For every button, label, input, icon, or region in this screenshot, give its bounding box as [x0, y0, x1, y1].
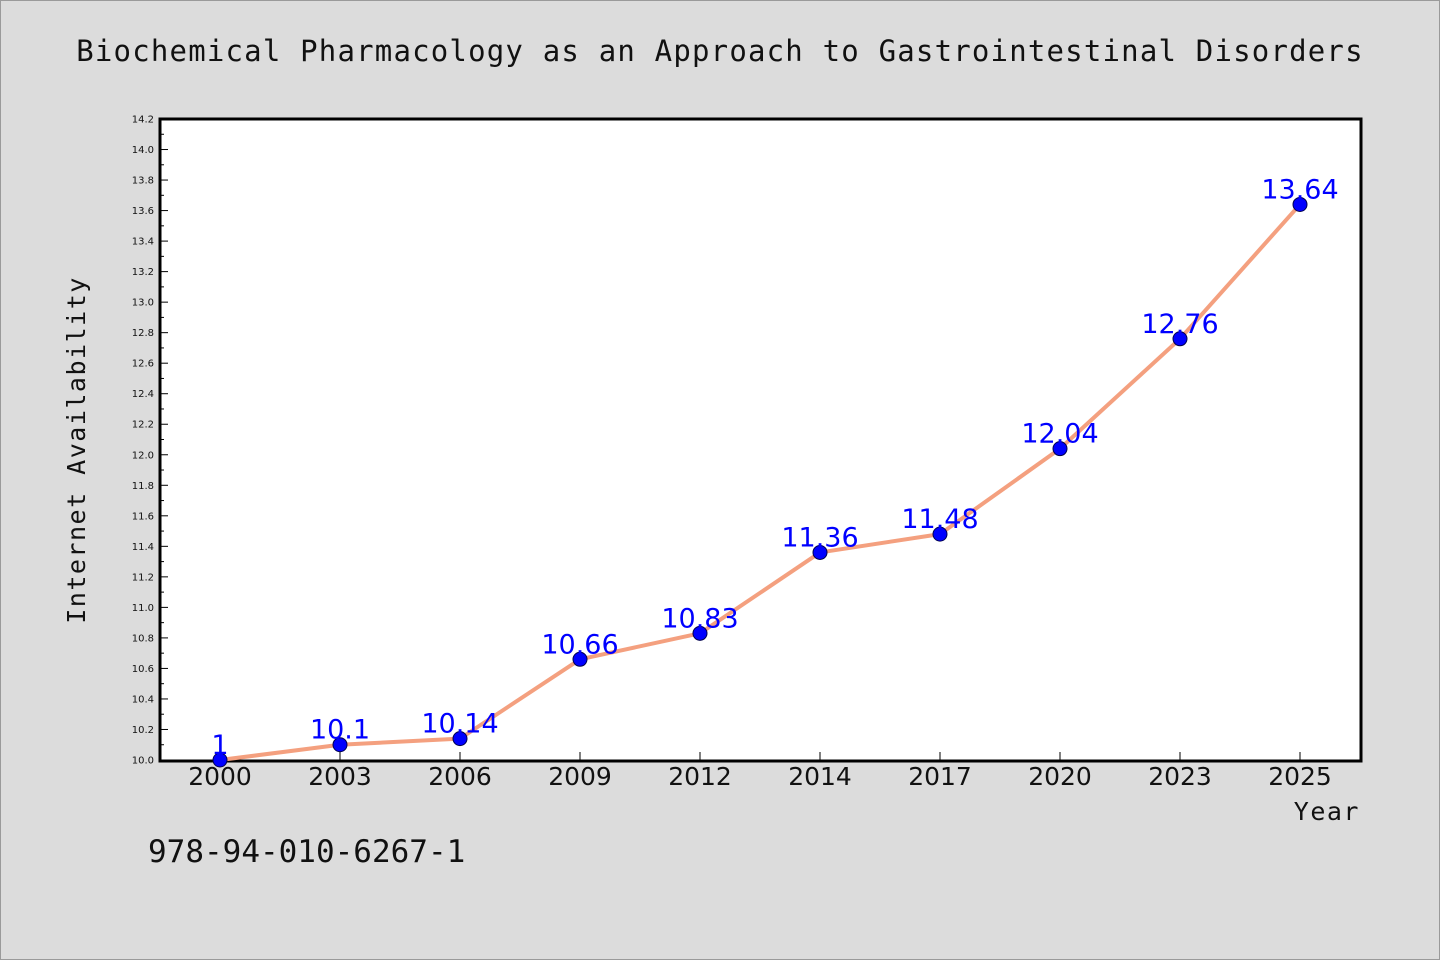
x-tick-label: 2003 [308, 762, 372, 791]
x-tick-label: 2014 [788, 762, 852, 791]
data-label: 10.1 [310, 715, 370, 746]
y-axis-title: Internet Availability [62, 276, 91, 624]
data-point [1052, 441, 1068, 457]
data-point [692, 625, 708, 641]
y-tick-label: 11.0 [132, 603, 154, 614]
x-axis-title: Year [1294, 797, 1360, 826]
y-tick-label: 10.4 [132, 694, 154, 705]
y-tick-label: 14.0 [132, 145, 154, 156]
y-tick-label: 10.8 [132, 633, 154, 644]
x-axis: 2000 2003 2006 2009 2012 2014 2017 2020 2023 2025 [188, 752, 1332, 791]
y-tick-label: 11.6 [132, 511, 154, 522]
x-tick-label: 2009 [548, 762, 612, 791]
data-point [332, 737, 348, 753]
x-tick-label: 2012 [668, 762, 732, 791]
y-tick-label: 13.6 [132, 206, 154, 217]
data-point [1172, 331, 1188, 347]
data-label: 12.04 [1021, 419, 1098, 450]
series-markers [212, 196, 1308, 768]
data-label: 12.76 [1141, 309, 1218, 340]
y-tick-label: 10.6 [132, 664, 154, 675]
chart-title: Biochemical Pharmacology as an Approach … [76, 34, 1364, 68]
y-tick-label: 12.2 [132, 420, 154, 431]
y-tick-label: 11.2 [132, 572, 154, 583]
y-axis: 10.0 10.2 10.4 10.6 10.8 11.0 11.2 11.4 11.6 11.8… [132, 115, 168, 767]
data-point [452, 731, 468, 747]
y-tick-label: 13.2 [132, 267, 154, 278]
data-point [1292, 196, 1308, 212]
data-labels: 1 10.1 10.14 10.66 10.83 11.36 11.48 12.04 12.76… [211, 174, 1338, 761]
data-label: 1 [211, 730, 228, 761]
data-label: 10.66 [541, 629, 618, 660]
data-point [932, 526, 948, 542]
data-label: 11.36 [781, 522, 858, 553]
y-tick-label: 10.2 [132, 725, 154, 736]
data-point [572, 651, 588, 667]
y-tick-label: 11.4 [132, 542, 154, 553]
isbn-text: 978-94-010-6267-1 [148, 834, 466, 870]
x-tick-label: 2006 [428, 762, 492, 791]
data-label: 13.64 [1261, 174, 1338, 205]
x-tick-label: 2017 [908, 762, 972, 791]
x-tick-label: 2023 [1148, 762, 1212, 791]
y-tick-label: 11.8 [132, 481, 154, 492]
y-tick-label: 10.0 [132, 756, 154, 767]
y-tick-label: 13.4 [132, 237, 154, 248]
y-tick-label: 13.0 [132, 298, 154, 309]
x-tick-label: 2025 [1268, 762, 1332, 791]
data-point [212, 752, 228, 768]
y-tick-label: 13.8 [132, 176, 154, 187]
y-tick-label: 12.0 [132, 450, 154, 461]
y-tick-label: 12.4 [132, 389, 154, 400]
data-label: 10.14 [421, 709, 498, 740]
data-label: 10.83 [661, 603, 738, 634]
data-point [812, 544, 828, 560]
data-label: 11.48 [901, 504, 978, 535]
y-tick-label: 14.2 [132, 115, 154, 126]
series-line [219, 203, 1302, 762]
y-tick-label: 12.8 [132, 328, 154, 339]
plot-area [158, 117, 1363, 763]
x-tick-label: 2020 [1028, 762, 1092, 791]
y-tick-label: 12.6 [132, 359, 154, 370]
